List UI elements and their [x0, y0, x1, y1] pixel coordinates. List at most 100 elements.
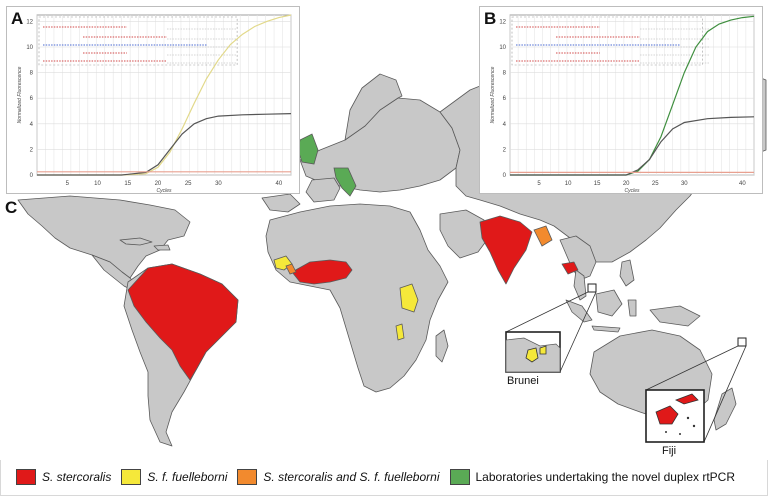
annotation-box	[38, 16, 238, 66]
greenland	[261, 193, 301, 213]
legend-label: S. stercoralis	[42, 470, 112, 484]
region-west-africa-both	[285, 263, 297, 275]
y-tick-label: 10	[26, 45, 33, 51]
panel-a: 5 10 15 20 25 30 40 0 2 4 6 8 10 12 Cycles Normalized F…	[6, 6, 300, 194]
chart-a-series	[37, 14, 292, 176]
series-line	[510, 15, 755, 176]
arabia	[439, 209, 491, 259]
region-italy	[333, 167, 357, 197]
x-tick-label: 20	[155, 181, 162, 187]
x-axis-label: Cycles	[624, 188, 640, 193]
chart-b-ticks: 5 10 15 20 25 30 40 0 2 4 6 8 10 12 Cycles Normalized F…	[490, 19, 746, 194]
x-tick-label: 15	[124, 181, 131, 187]
legend-swatch	[16, 469, 36, 485]
y-tick-label: 12	[26, 19, 33, 25]
scandinavia	[344, 73, 403, 141]
y-tick-label: 8	[503, 71, 507, 77]
chart-a-ticks: 5 10 15 20 25 30 40 0 2 4 6 8 10 12 Cycles Normalized F…	[17, 19, 283, 194]
chart-b-series	[510, 15, 755, 176]
region-india	[479, 215, 533, 285]
y-tick-label: 6	[503, 96, 507, 102]
both-regions	[285, 225, 553, 275]
y-tick-label: 0	[30, 173, 34, 179]
legend-label: Laboratories undertaking the novel duple…	[475, 470, 736, 484]
y-tick-label: 6	[30, 96, 34, 102]
java	[591, 325, 621, 333]
sumatra	[565, 299, 593, 323]
legend-item-laboratories: Laboratories undertaking the novel duple…	[449, 469, 736, 485]
x-axis-label: Cycles	[156, 188, 172, 193]
x-tick-label: 5	[537, 181, 541, 187]
borneo	[595, 289, 623, 317]
legend-item-s-stercoralis: S. stercoralis	[16, 469, 111, 485]
brunei-shape	[525, 347, 539, 363]
x-tick-label: 40	[276, 181, 283, 187]
s-stercoralis-regions	[127, 215, 579, 381]
philippines	[619, 259, 635, 287]
fiji-label: Fiji	[662, 445, 677, 457]
x-tick-label: 25	[652, 181, 659, 187]
region-cambodia	[561, 261, 579, 275]
x-tick-label: 10	[94, 181, 101, 187]
new-guinea	[649, 305, 701, 327]
s-f-fuelleborni-regions	[273, 255, 419, 341]
brunei-inset	[505, 283, 597, 373]
y-tick-label: 8	[30, 71, 34, 77]
legend-item-both: S. stercoralis and S. f. fuelleborni	[237, 469, 440, 485]
region-tanzania-coast	[395, 323, 405, 341]
legend-item-s-f-fuelleborni: S. f. fuelleborni	[121, 469, 227, 485]
hispaniola	[153, 244, 171, 251]
chart-a-grid	[36, 14, 292, 176]
y-axis-label: Normalized Fluorescence	[490, 66, 496, 123]
annotation-box	[511, 16, 703, 66]
y-tick-label: 2	[503, 147, 507, 153]
brunei-label: Brunei	[507, 375, 539, 387]
sulawesi	[627, 299, 637, 317]
fiji-north-island	[675, 393, 699, 405]
chart-b-grid	[509, 14, 755, 176]
panel-a-letter: A	[11, 9, 24, 28]
region-myanmar	[533, 225, 553, 247]
legend: S. stercoralis S. f. fuelleborni S. ster…	[0, 462, 768, 492]
x-tick-label: 10	[565, 181, 572, 187]
x-tick-label: 15	[594, 181, 601, 187]
north-america	[17, 195, 191, 279]
indochina	[559, 235, 597, 281]
y-tick-label: 12	[499, 19, 506, 25]
y-axis-label: Normalized Fluorescence	[17, 66, 23, 123]
region-south-america	[127, 263, 239, 381]
x-tick-label: 25	[185, 181, 192, 187]
x-tick-label: 5	[66, 181, 70, 187]
fiji-main-island	[655, 405, 679, 425]
madagascar	[435, 329, 449, 363]
chart-b: 5 10 15 20 25 30 40 0 2 4 6 8 10 12 Cycles Normalized F…	[490, 14, 755, 194]
iberia	[305, 177, 341, 203]
x-tick-label: 40	[739, 181, 746, 187]
x-tick-label: 30	[215, 181, 222, 187]
legend-swatch	[121, 469, 142, 485]
panel-c-letter: C	[5, 198, 18, 217]
legend-swatch	[449, 469, 470, 485]
region-west-africa	[291, 259, 353, 285]
cuba	[119, 237, 153, 246]
legend-label: S. stercoralis and S. f. fuelleborni	[263, 470, 440, 484]
region-kenya	[399, 283, 419, 313]
fiji-source-box	[737, 337, 747, 347]
y-tick-label: 2	[30, 147, 34, 153]
y-tick-label: 10	[499, 45, 506, 51]
x-tick-label: 20	[623, 181, 630, 187]
legend-label: S. f. fuelleborni	[147, 470, 228, 484]
panel-b-letter: B	[484, 9, 497, 28]
chart-a-annotations	[38, 16, 238, 66]
y-tick-label: 4	[503, 122, 507, 128]
series-line	[37, 113, 292, 176]
y-tick-label: 0	[503, 173, 507, 179]
fiji-inset	[645, 337, 747, 443]
brunei-source-box	[587, 283, 597, 293]
chart-a: 5 10 15 20 25 30 40 0 2 4 6 8 10 12 Cycles Normalized F…	[17, 14, 292, 194]
y-tick-label: 4	[30, 122, 34, 128]
panel-b: 5 10 15 20 25 30 40 0 2 4 6 8 10 12 Cycles Normalized F…	[479, 6, 763, 194]
x-tick-label: 30	[681, 181, 688, 187]
legend-swatch	[237, 469, 258, 485]
malay-peninsula	[573, 269, 587, 301]
